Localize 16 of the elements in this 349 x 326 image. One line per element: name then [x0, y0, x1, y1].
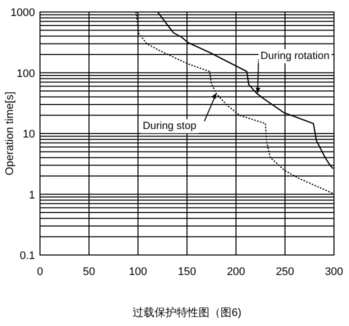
- annotation: During rotation: [260, 50, 330, 62]
- x-tick-label: 100: [128, 266, 148, 278]
- x-tick-label: 300: [324, 266, 344, 278]
- x-tick-label: 150: [178, 266, 196, 278]
- y-tick-label: 10: [22, 128, 35, 140]
- text: 过载保护特性图（图6): [132, 306, 242, 319]
- y-tick-label: 0.1: [20, 250, 35, 262]
- x-tick-label: 200: [226, 266, 246, 278]
- y-tick-label: 1: [28, 189, 35, 202]
- y-axis-title: Operation time[s]: [4, 92, 16, 176]
- x-tick-label: 0: [36, 266, 44, 278]
- x-tick-label: 50: [82, 266, 96, 278]
- y-tick-label: 100: [16, 68, 35, 80]
- x-tick-label: 250: [276, 266, 294, 278]
- annotation: During stop: [142, 120, 197, 132]
- y-tick-label: 1000: [10, 7, 35, 19]
